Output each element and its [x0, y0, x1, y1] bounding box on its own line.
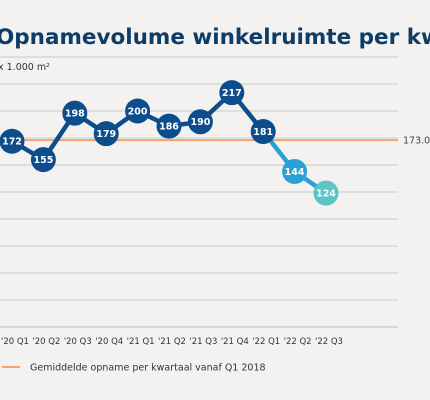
x-tick-label: '21 Q1 — [127, 337, 155, 347]
series-lines — [9, 90, 329, 196]
data-point-label: 217 — [222, 88, 242, 99]
data-point-marker — [156, 113, 182, 139]
data-point-marker — [219, 80, 245, 106]
x-tick-label: '21 Q2 — [158, 337, 186, 347]
data-point: 181 — [250, 119, 276, 145]
data-point-label: 181 — [253, 127, 273, 138]
data-point: 190 — [187, 109, 213, 135]
x-tick-label: '22 Q1 — [252, 337, 280, 347]
data-point-label: 172 — [2, 137, 22, 148]
x-tick-label: '22 Q3 — [315, 337, 343, 347]
gridlines — [0, 56, 398, 328]
data-point-label: 144 — [285, 167, 305, 178]
data-markers: 172 155 198 179 200 186 190 217 181 144 124 — [0, 80, 339, 206]
legend-label: Gemiddelde opname per kwartaal vanaf Q1 … — [30, 363, 266, 374]
data-point: 155 — [30, 147, 56, 173]
x-tick-label: '21 Q3 — [189, 337, 217, 347]
data-point-marker — [282, 158, 308, 184]
data-point-marker — [62, 100, 88, 126]
chart-title: Opnamevolume winkelruimte per kwartaal — [0, 25, 430, 50]
data-point-marker — [0, 128, 25, 154]
data-point-marker — [125, 98, 151, 124]
average-value-label: 173.0 — [403, 136, 430, 147]
data-point: 198 — [62, 100, 88, 126]
data-point: 144 — [282, 158, 308, 184]
data-point-marker — [187, 109, 213, 135]
data-point-label: 200 — [128, 106, 148, 117]
data-point: 186 — [156, 113, 182, 139]
data-point: 217 — [219, 80, 245, 106]
data-point: 179 — [93, 121, 119, 147]
data-point: 200 — [125, 98, 151, 124]
data-point-marker — [313, 180, 339, 206]
data-point-marker — [30, 147, 56, 173]
data-point-label: 190 — [190, 117, 210, 128]
data-point-label: 198 — [65, 109, 85, 120]
y-axis-unit-label: x 1.000 m² — [0, 62, 50, 73]
x-tick-label: '20 Q3 — [64, 337, 92, 347]
x-tick-label: '20 Q1 — [1, 337, 29, 347]
data-point-marker — [250, 119, 276, 145]
x-tick-label: '21 Q4 — [221, 337, 249, 347]
x-axis-ticks: '20 Q1'20 Q2'20 Q3'20 Q4'21 Q1'21 Q2'21 … — [1, 337, 343, 347]
data-point-label: 186 — [159, 122, 179, 133]
data-point-label: 155 — [33, 155, 53, 166]
data-point: 124 — [313, 180, 339, 206]
data-point: 172 — [0, 128, 25, 154]
x-tick-label: '20 Q4 — [95, 337, 123, 347]
data-point-marker — [93, 121, 119, 147]
x-tick-label: '22 Q2 — [284, 337, 312, 347]
data-point-label: 124 — [316, 188, 336, 199]
x-tick-label: '20 Q2 — [32, 337, 60, 347]
data-point-label: 179 — [96, 129, 116, 140]
